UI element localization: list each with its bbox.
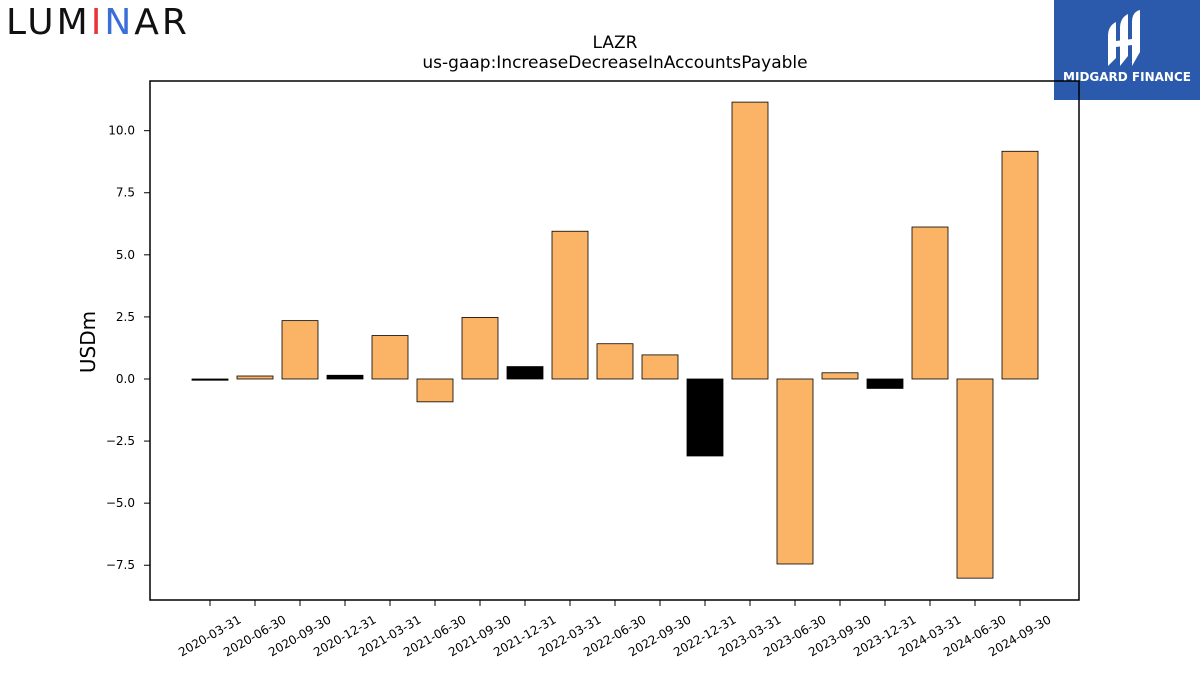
bar-2021-06-30 — [416, 378, 454, 403]
plot-frame — [149, 80, 1080, 601]
midgard-finance-text: MIDGARD FINANCE — [1063, 70, 1191, 84]
bar-2024-03-31 — [911, 226, 949, 380]
bar-2024-06-30 — [956, 378, 994, 579]
y-tick-label: 0.0 — [116, 372, 135, 386]
y-axis-label: USDm — [76, 311, 100, 373]
chart-subtitle: us-gaap:IncreaseDecreaseInAccountsPayabl… — [422, 53, 807, 73]
bar-2022-03-31 — [551, 230, 589, 380]
y-tick-label: −5.0 — [106, 496, 135, 510]
bar-2022-06-30 — [596, 343, 634, 380]
logo-part-4: AR — [134, 2, 190, 43]
bar-2022-12-31 — [686, 378, 724, 457]
y-tick-label: 10.0 — [108, 124, 135, 138]
y-tick-label: 7.5 — [116, 186, 135, 200]
bar-2022-09-30 — [641, 354, 679, 380]
midgard-emblem-icon — [1108, 10, 1140, 66]
y-tick-label: −2.5 — [106, 434, 135, 448]
logo-part-3: N — [104, 2, 135, 43]
y-tick-label: 5.0 — [116, 248, 135, 262]
x-ticks: 2020-03-312020-06-302020-09-302020-12-31… — [176, 600, 1054, 659]
y-ticks: −7.5 −5.0 −2.5 0.0 2.5 5.0 7.5 10.0 — [106, 124, 150, 572]
logo-part-2: I — [90, 2, 105, 43]
bar-2023-12-31 — [866, 378, 904, 389]
bars-layer — [191, 101, 1039, 579]
bar-2024-09-30 — [1001, 150, 1039, 380]
bar-2020-12-31 — [326, 374, 364, 380]
y-tick-label: −7.5 — [106, 558, 135, 572]
chart-title: LAZR — [593, 33, 638, 53]
bar-2021-09-30 — [461, 317, 499, 380]
bar-2020-09-30 — [281, 320, 319, 380]
bar-2021-12-31 — [506, 366, 544, 380]
bar-2023-03-31 — [731, 101, 769, 380]
y-tick-label: 2.5 — [116, 310, 135, 324]
bar-2023-06-30 — [776, 378, 814, 565]
bar-2021-03-31 — [371, 335, 409, 380]
logo-part-1: LUM — [6, 2, 91, 43]
bar-2020-03-31 — [191, 378, 229, 381]
bar-2020-06-30 — [236, 375, 274, 380]
bar-2023-09-30 — [821, 372, 859, 380]
luminar-logo: LUMINAR — [6, 2, 190, 43]
